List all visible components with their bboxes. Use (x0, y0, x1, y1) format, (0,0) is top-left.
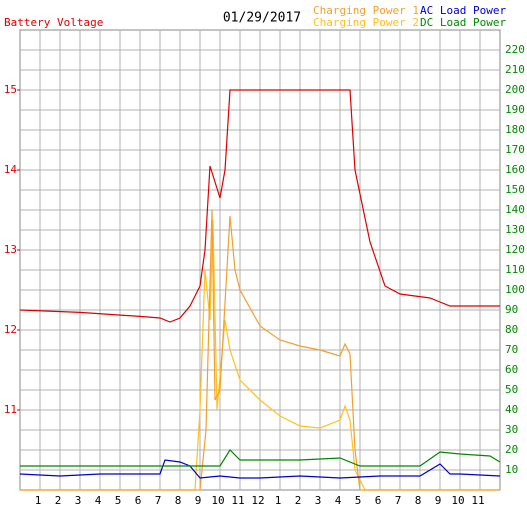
x-tick-label: 3 (75, 494, 82, 507)
y-tick-label: 12 (4, 323, 17, 336)
legend-entry: Charging Power 2 (313, 16, 419, 29)
x-tick-label: 7 (395, 494, 402, 507)
series-line (19, 459, 501, 479)
x-tick-label: 2 (295, 494, 302, 507)
x-tick-label: 3 (315, 494, 322, 507)
y2-tick-label: 210 (505, 63, 525, 76)
x-tick-label: 5 (355, 494, 362, 507)
y2-tick-label: 150 (505, 183, 525, 196)
legend-entry: DC Load Power (420, 16, 506, 29)
y2-tick-label: 190 (505, 103, 525, 116)
x-tick-label: 11 (471, 494, 484, 507)
y-tick-label: 14 (4, 163, 18, 176)
y-tick-label: 13 (4, 243, 17, 256)
x-tick-label: 10 (211, 494, 224, 507)
y2-tick-label: 70 (505, 343, 518, 356)
series-line (19, 89, 500, 323)
y2-tick-label: 20 (505, 443, 518, 456)
x-tick-label: 10 (451, 494, 464, 507)
x-tick-label: 4 (95, 494, 102, 507)
x-tick-label: 7 (155, 494, 162, 507)
x-tick-label: 1 (275, 494, 282, 507)
series-line (20, 219, 500, 491)
x-tick-label: 5 (115, 494, 122, 507)
x-tick-label: 9 (435, 494, 442, 507)
y2-tick-label: 90 (505, 303, 518, 316)
y-axis-label: Battery Voltage (4, 16, 103, 29)
y-tick-label: 11 (4, 403, 17, 416)
y2-tick-label: 120 (505, 243, 525, 256)
legend-entry: AC Load Power (420, 4, 506, 17)
y2-tick-label: 180 (505, 123, 525, 136)
x-tick-label: 1 (35, 494, 42, 507)
y2-tick-label: 220 (505, 43, 525, 56)
y2-tick-label: 30 (505, 423, 518, 436)
y2-tick-label: 160 (505, 163, 525, 176)
x-tick-label: 8 (415, 494, 422, 507)
y2-tick-label: 10 (505, 463, 518, 476)
x-tick-label: 11 (231, 494, 244, 507)
x-tick-label: 4 (335, 494, 342, 507)
x-tick-label: 8 (175, 494, 182, 507)
y2-tick-label: 200 (505, 83, 525, 96)
x-tick-label: 12 (251, 494, 264, 507)
series-line (20, 449, 501, 467)
y-tick-label: 15 (4, 83, 17, 96)
y2-tick-label: 130 (505, 223, 525, 236)
chart-title: 01/29/2017 (223, 11, 301, 26)
x-tick-label: 6 (135, 494, 142, 507)
y2-tick-label: 50 (505, 383, 518, 396)
y2-tick-label: 110 (505, 263, 525, 276)
y2-tick-label: 140 (505, 203, 525, 216)
y2-tick-label: 40 (505, 403, 518, 416)
series-line (20, 209, 500, 491)
y2-tick-label: 170 (505, 143, 525, 156)
legend-entry: Charging Power 1 (313, 4, 419, 17)
y2-tick-label: 60 (505, 363, 518, 376)
x-tick-label: 6 (375, 494, 382, 507)
x-tick-label: 2 (55, 494, 62, 507)
y2-tick-label: 80 (505, 323, 518, 336)
y2-tick-label: 100 (505, 283, 525, 296)
x-tick-label: 9 (195, 494, 202, 507)
